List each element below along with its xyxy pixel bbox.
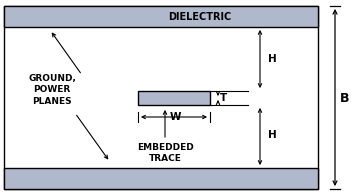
Bar [4,168,318,189]
Text: H: H [268,130,276,140]
Text: GROUND,
POWER
PLANES: GROUND, POWER PLANES [28,74,76,106]
Bar [4,6,318,27]
Text: W: W [169,112,181,122]
Bar [4,6,318,189]
Text: T: T [220,93,227,103]
Bar [138,91,210,105]
Text: DIELECTRIC: DIELECTRIC [168,12,232,22]
Text: B: B [340,91,350,105]
Text: EMBEDDED
TRACE: EMBEDDED TRACE [136,143,193,163]
Text: H: H [268,54,276,64]
